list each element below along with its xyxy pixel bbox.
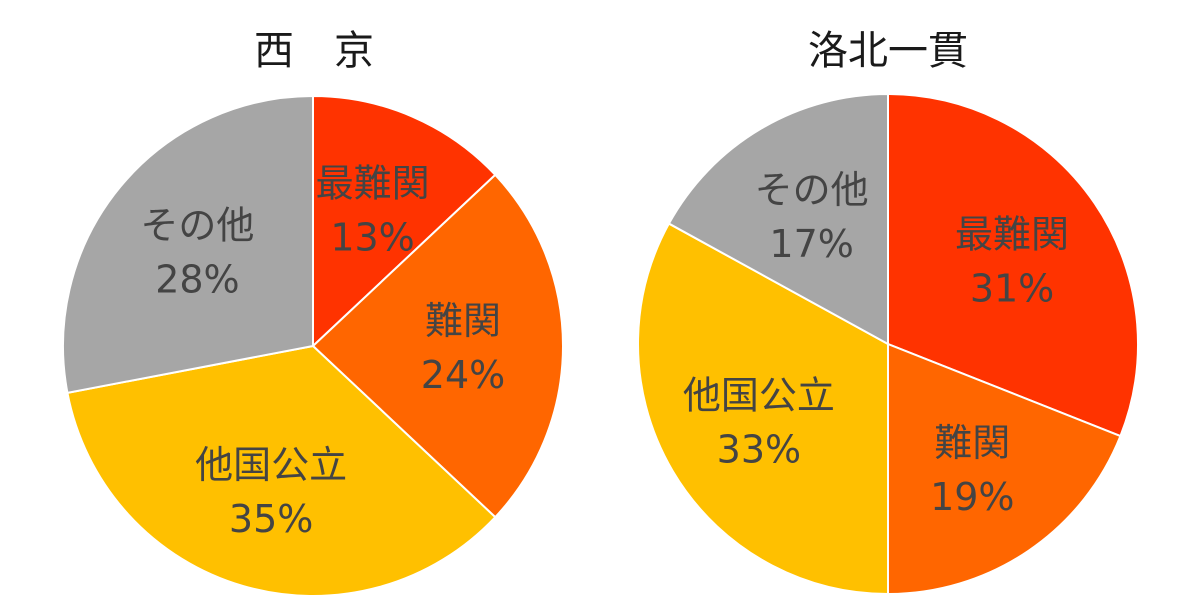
pie-slice-left-2 (66, 344, 497, 597)
pie-value-left-0: 13% (330, 215, 414, 259)
pie-slice-left-3 (62, 94, 314, 395)
pie-slice-left-1 (311, 173, 564, 519)
pie-label-right-3: その他 (755, 168, 869, 212)
pie-slice-right-1 (887, 342, 1122, 596)
pie-label-right-0: 最難関 (955, 213, 1069, 257)
pie-slice-left-0 (312, 94, 497, 349)
pie-slice-right-2 (637, 222, 889, 596)
pie-slice-right-3 (667, 92, 889, 346)
pie-label-left-3: その他 (140, 203, 254, 247)
pie-value-right-0: 31% (970, 267, 1054, 311)
pie-label-left-1: 難関 (425, 299, 501, 343)
chart-title-right: 洛北一貫 (808, 28, 968, 74)
pie-value-left-1: 24% (421, 353, 505, 397)
pie-label-left-2: 他国公立 (195, 443, 347, 487)
pie-label-right-1: 難関 (934, 421, 1010, 465)
pie-value-right-2: 33% (717, 427, 801, 471)
pie-value-right-3: 17% (769, 222, 853, 266)
chart-title-left: 西 京 (254, 28, 374, 74)
pie-value-left-2: 35% (229, 497, 313, 541)
pie-label-right-2: 他国公立 (683, 373, 835, 417)
pie-label-left-0: 最難関 (316, 161, 430, 205)
pie-value-left-3: 28% (155, 257, 239, 301)
pie-slice-right-0 (887, 92, 1139, 438)
pie-value-right-1: 19% (930, 475, 1014, 519)
